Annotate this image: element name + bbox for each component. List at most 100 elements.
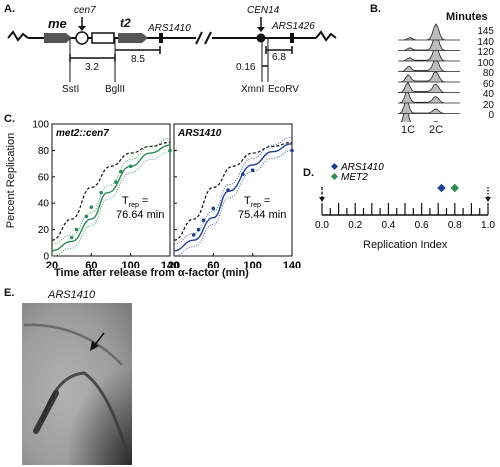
panel-c-letter: C. bbox=[4, 113, 15, 125]
data-point bbox=[168, 148, 172, 153]
data-point bbox=[89, 205, 94, 209]
index-tick-label: 1.0 bbox=[481, 220, 495, 231]
data-point bbox=[250, 168, 255, 172]
chromosome-end-right bbox=[315, 30, 337, 42]
distance-85-label: 8.5 bbox=[131, 54, 145, 65]
index-tick-label: 0.8 bbox=[448, 220, 462, 231]
y-tick-label: 20 bbox=[38, 225, 50, 236]
flow-x-1c: 1C bbox=[401, 124, 416, 136]
distance-016-label: 0.16 bbox=[236, 62, 256, 73]
gene-me-arrow bbox=[44, 33, 72, 43]
x-tick-label: 100 bbox=[243, 260, 261, 268]
minute-label: 40 bbox=[482, 89, 494, 100]
flow-histogram bbox=[398, 58, 460, 72]
x-tick-label: 20 bbox=[168, 260, 180, 268]
flow-histogram bbox=[398, 45, 460, 62]
minute-label: 100 bbox=[477, 57, 494, 69]
trep-value: 75.44 min bbox=[238, 209, 286, 221]
minutes-header: Minutes bbox=[446, 11, 488, 23]
reference-curve bbox=[173, 141, 293, 241]
x-tick-label: 20 bbox=[46, 260, 58, 268]
index-marker bbox=[437, 183, 446, 193]
data-point bbox=[226, 188, 230, 192]
x-tick-label: 140 bbox=[283, 260, 301, 268]
panel-b-letter: B. bbox=[370, 3, 381, 15]
cen14-label: CEN14 bbox=[247, 5, 280, 16]
cen7-arrowhead bbox=[78, 26, 86, 31]
plot-title: met2::cen7 bbox=[56, 128, 109, 139]
minute-label: 0 bbox=[488, 110, 494, 121]
minute-label: 80 bbox=[482, 68, 494, 79]
panel-a-letter: A. bbox=[4, 3, 15, 15]
data-point bbox=[69, 235, 74, 240]
data-point bbox=[241, 172, 245, 176]
data-point bbox=[119, 169, 123, 174]
site-bglii-label: BglII bbox=[105, 84, 126, 95]
d-xlabel: Replication Index bbox=[363, 239, 448, 251]
chromosome-end-left bbox=[7, 30, 29, 42]
minute-label: 140 bbox=[477, 36, 494, 48]
data-point bbox=[99, 190, 103, 195]
x-tick-label: 60 bbox=[207, 260, 219, 268]
flow-histogram bbox=[398, 91, 460, 104]
gel-corner-shadow bbox=[22, 303, 132, 465]
gene-t2-label: t2 bbox=[120, 16, 131, 30]
minute-label: 20 bbox=[482, 99, 494, 111]
flow-x-2c: 2C bbox=[429, 124, 444, 136]
y-tick-label: 80 bbox=[38, 146, 50, 157]
fit-lower-bound bbox=[51, 151, 171, 257]
insert-box bbox=[91, 32, 115, 44]
minute-label: 120 bbox=[477, 47, 494, 58]
gel-spot bbox=[33, 390, 59, 434]
data-point bbox=[196, 227, 201, 232]
chromosome-break bbox=[195, 31, 203, 45]
site-ssti-label: SstI bbox=[62, 84, 80, 95]
minute-label: 145 bbox=[477, 26, 494, 37]
legend-label: MET2 bbox=[341, 172, 368, 183]
data-point bbox=[74, 227, 79, 232]
fit-upper-bound bbox=[51, 138, 171, 245]
distance-32-label: 3.2 bbox=[85, 62, 99, 73]
plot-frame bbox=[51, 123, 171, 257]
plot-title: ARS1410 bbox=[177, 128, 222, 139]
gene-me-label: me bbox=[48, 16, 67, 31]
index-arrowhead bbox=[485, 197, 491, 202]
ars1426-bar bbox=[290, 33, 294, 43]
cen7-label: cen7 bbox=[74, 5, 96, 16]
chromosome-map bbox=[7, 17, 337, 82]
panel-d-letter: D. bbox=[303, 167, 314, 179]
index-arrowhead bbox=[319, 197, 325, 202]
legend-label: ARS1410 bbox=[340, 162, 384, 173]
chromosome-break bbox=[204, 31, 212, 45]
panel-e-letter: E. bbox=[4, 287, 15, 299]
index-tick-label: 0.4 bbox=[381, 220, 395, 231]
cen14-arrowhead bbox=[257, 27, 265, 32]
index-marker bbox=[450, 183, 460, 193]
legend-marker bbox=[330, 172, 339, 181]
trep-value: 76.64 min bbox=[116, 209, 164, 221]
minute-label: 60 bbox=[482, 78, 494, 90]
trep-label: Trep = bbox=[122, 195, 148, 209]
y-tick-label: 0 bbox=[43, 252, 49, 263]
fit-lower-bound bbox=[173, 150, 293, 257]
flow-histogram bbox=[398, 81, 460, 93]
index-tick-label: 0.0 bbox=[315, 220, 329, 231]
site-xmni-label: XmnI bbox=[241, 84, 265, 95]
data-point bbox=[84, 214, 89, 219]
flow-histogram bbox=[398, 33, 460, 51]
index-tick-label: 0.2 bbox=[348, 220, 362, 231]
data-point bbox=[290, 148, 294, 153]
gene-t2-arrow bbox=[118, 33, 148, 43]
data-point bbox=[128, 164, 133, 169]
site-ecorv-label: EcoRV bbox=[268, 84, 299, 95]
y-tick-label: 60 bbox=[38, 172, 50, 183]
gel-arrowhead bbox=[90, 341, 99, 351]
data-point bbox=[211, 206, 216, 211]
data-point bbox=[114, 180, 118, 184]
legend-marker bbox=[330, 162, 339, 171]
ars1426-label: ARS1426 bbox=[272, 21, 315, 32]
fit-curve bbox=[51, 144, 171, 252]
x-tick-label: 60 bbox=[85, 260, 97, 268]
